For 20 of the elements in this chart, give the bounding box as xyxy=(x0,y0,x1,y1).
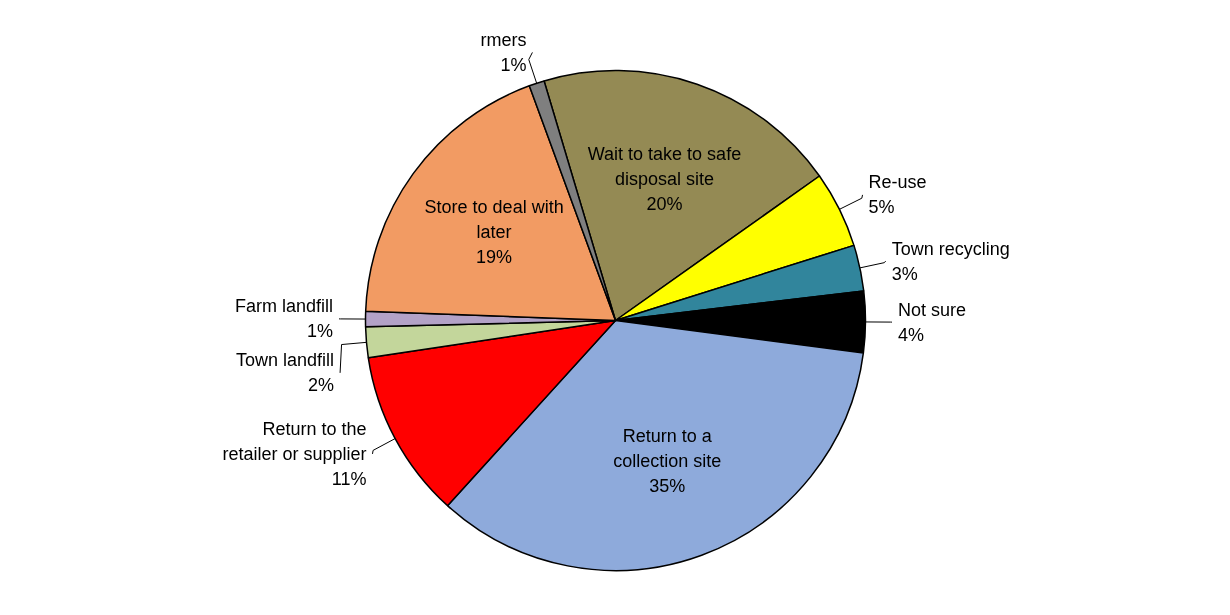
slice-label: Town recycling xyxy=(891,238,1010,259)
data-label: 3% xyxy=(891,263,918,284)
data-label: 4% xyxy=(898,324,925,345)
data-label: 20% xyxy=(646,193,683,214)
data-label: 1% xyxy=(306,321,333,342)
slice-label: Wait to take to safe disposal site xyxy=(587,143,742,189)
slice-label: Return to the retailer or supplier xyxy=(222,418,367,464)
data-label: 35% xyxy=(649,476,686,497)
slice-label: Re-use xyxy=(868,172,927,193)
data-label: 2% xyxy=(308,375,335,396)
data-label: 1% xyxy=(500,54,527,75)
slice-label: Town landfill xyxy=(236,350,335,371)
data-label: 19% xyxy=(476,247,513,268)
slice-label: rmers xyxy=(480,29,527,50)
slice-label: Store to deal with later xyxy=(424,197,564,243)
slice-label: Return to a collection site xyxy=(613,426,722,472)
data-label: 5% xyxy=(868,197,895,218)
slice-label: Farm landfill xyxy=(234,296,334,317)
data-label: 11% xyxy=(331,468,367,489)
slice-label: Not sure xyxy=(898,299,967,320)
